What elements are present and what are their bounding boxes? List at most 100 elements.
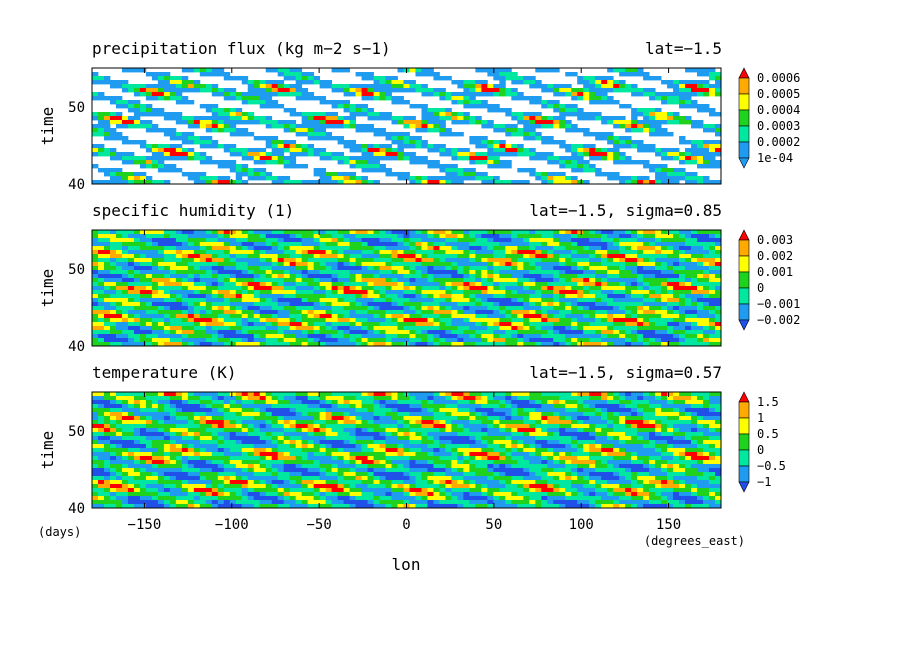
heatmap-cell [92, 258, 99, 263]
heatmap-cell [565, 262, 572, 267]
heatmap-cell [709, 302, 716, 307]
heatmap-cell [619, 144, 626, 149]
heatmap-cell [421, 160, 428, 165]
heatmap-cell [157, 88, 165, 93]
heatmap-cell [313, 124, 321, 129]
heatmap-cell [649, 274, 656, 279]
heatmap-cell [583, 128, 590, 133]
heatmap-cell [613, 156, 620, 161]
heatmap-cell [103, 396, 111, 401]
heatmap-cell [553, 116, 560, 121]
heatmap-cell [553, 242, 560, 247]
heatmap-cell [277, 338, 285, 343]
heatmap-cell [493, 274, 500, 279]
heatmap-cell [349, 278, 356, 283]
heatmap-cell [493, 152, 500, 157]
heatmap-cell [493, 270, 500, 275]
heatmap-cell [253, 92, 261, 97]
heatmap-cell [247, 242, 255, 247]
heatmap-cell [205, 274, 213, 279]
heatmap-cell [163, 156, 171, 161]
heatmap-cell [127, 306, 135, 311]
heatmap-cell [109, 176, 117, 181]
heatmap-cell [355, 322, 362, 327]
heatmap-cell [505, 144, 512, 149]
heatmap-cell [247, 310, 255, 315]
heatmap-cell [595, 100, 602, 105]
heatmap-cell [685, 330, 692, 335]
heatmap-cell [319, 230, 327, 235]
heatmap-cell [361, 168, 368, 173]
heatmap-cell [301, 152, 309, 157]
heatmap-cell [589, 258, 596, 263]
heatmap-cell [241, 152, 249, 157]
heatmap-cell [289, 108, 297, 113]
heatmap-cell [385, 116, 392, 121]
heatmap-cell [445, 152, 452, 157]
heatmap-cell [391, 238, 398, 243]
heatmap-cell [301, 242, 309, 247]
heatmap-cell [241, 148, 249, 153]
heatmap-cell [469, 238, 476, 243]
heatmap-cell [277, 262, 285, 267]
heatmap-cell [92, 318, 99, 323]
heatmap-cell [547, 172, 554, 177]
heatmap-cell [193, 80, 201, 85]
heatmap-cell [481, 274, 488, 279]
heatmap-cell [703, 238, 710, 243]
heatmap-cell [127, 282, 135, 287]
heatmap-cell [505, 314, 512, 319]
heatmap-cell [457, 258, 464, 263]
heatmap-cell [667, 168, 674, 173]
heatmap-cell [559, 318, 566, 323]
heatmap-cell [325, 132, 333, 137]
heatmap-cell [253, 230, 261, 235]
heatmap-cell [259, 270, 267, 275]
heatmap-cell [367, 286, 374, 291]
heatmap-cell [655, 176, 662, 181]
heatmap-cell [169, 290, 177, 295]
heatmap-cell [715, 230, 722, 235]
heatmap-cell [253, 152, 261, 157]
heatmap-cell [493, 306, 500, 311]
heatmap-cell [595, 96, 602, 101]
heatmap-cell [517, 180, 524, 185]
heatmap-cell [229, 250, 237, 255]
heatmap-cell [451, 298, 458, 303]
heatmap-cell [499, 266, 506, 271]
heatmap-cell [391, 330, 398, 335]
heatmap-cell [703, 140, 710, 145]
heatmap-cell [109, 266, 117, 271]
heatmap-cell [601, 234, 608, 239]
heatmap-cell [289, 88, 297, 93]
heatmap-cell [553, 238, 560, 243]
heatmap-cell [97, 330, 105, 335]
heatmap-cell [121, 262, 129, 267]
heatmap-cell [691, 250, 698, 255]
heatmap-cell [289, 140, 297, 145]
heatmap-cell [493, 254, 500, 259]
heatmap-cell [337, 314, 344, 319]
heatmap-cell [469, 88, 476, 93]
heatmap-cell [703, 72, 710, 77]
heatmap-cell [607, 100, 614, 105]
heatmap-cell [577, 392, 584, 397]
heatmap-cell [139, 120, 147, 125]
heatmap-cell [319, 338, 327, 343]
heatmap-cell [607, 234, 614, 239]
heatmap-cell [163, 330, 171, 335]
heatmap-cell [301, 238, 309, 243]
heatmap-cell [92, 334, 99, 339]
heatmap-cell [703, 80, 710, 85]
heatmap-cell [499, 342, 506, 347]
heatmap-cell [643, 330, 650, 335]
heatmap-cell [337, 136, 344, 141]
heatmap-cell [649, 334, 656, 339]
heatmap-cell [655, 108, 662, 113]
heatmap-cell [475, 290, 482, 295]
heatmap-cell [511, 342, 518, 347]
heatmap-cell [475, 258, 482, 263]
heatmap-cell [343, 258, 350, 263]
heatmap-cell [661, 128, 668, 133]
heatmap-cell [595, 278, 602, 283]
